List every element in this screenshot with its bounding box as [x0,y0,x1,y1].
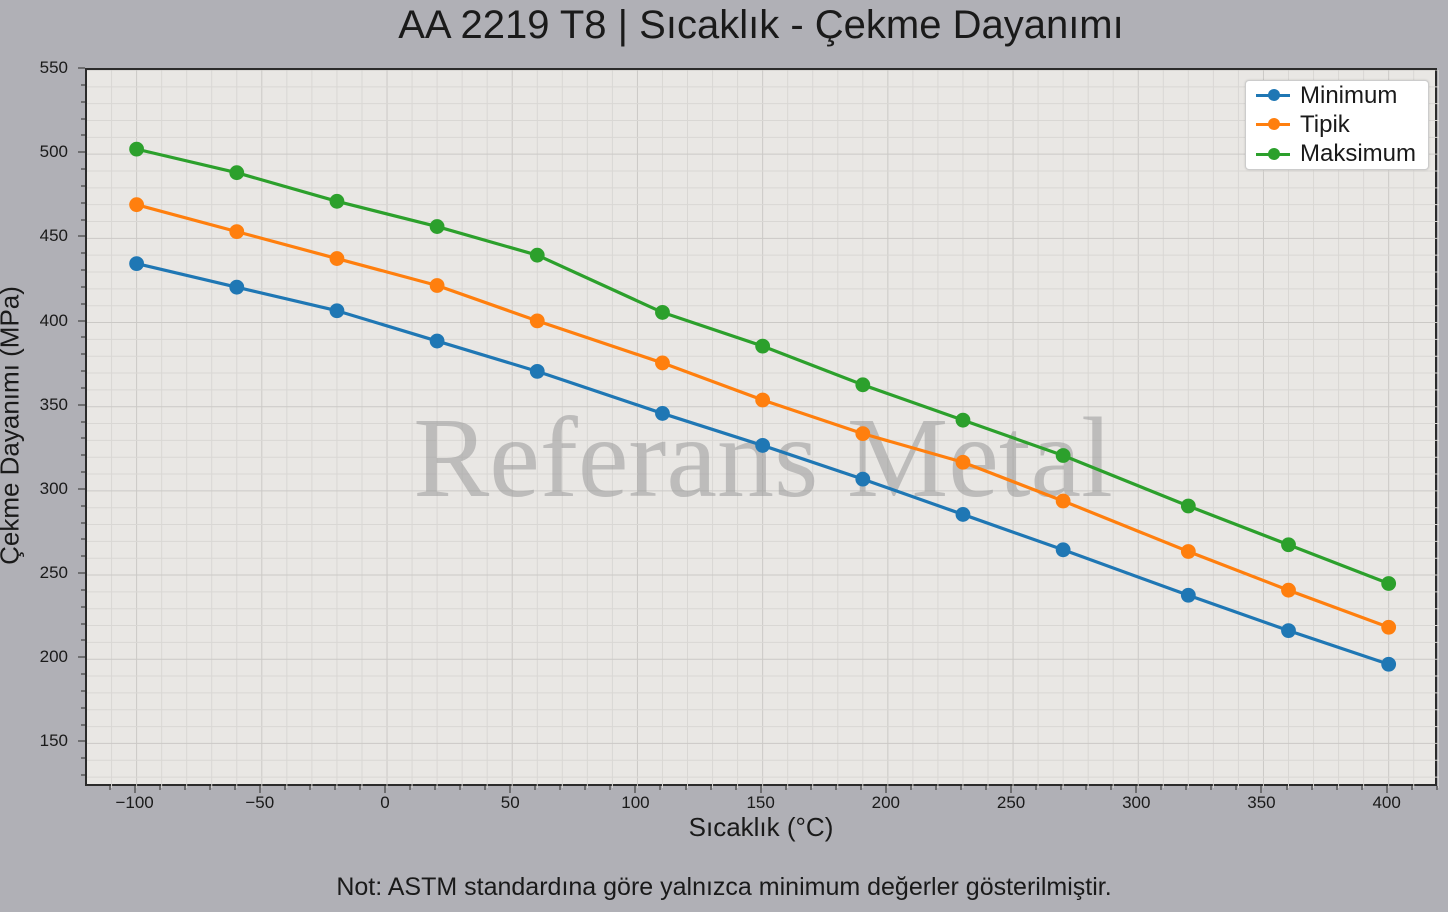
svg-text:Referans Metal: Referans Metal [413,394,1113,521]
